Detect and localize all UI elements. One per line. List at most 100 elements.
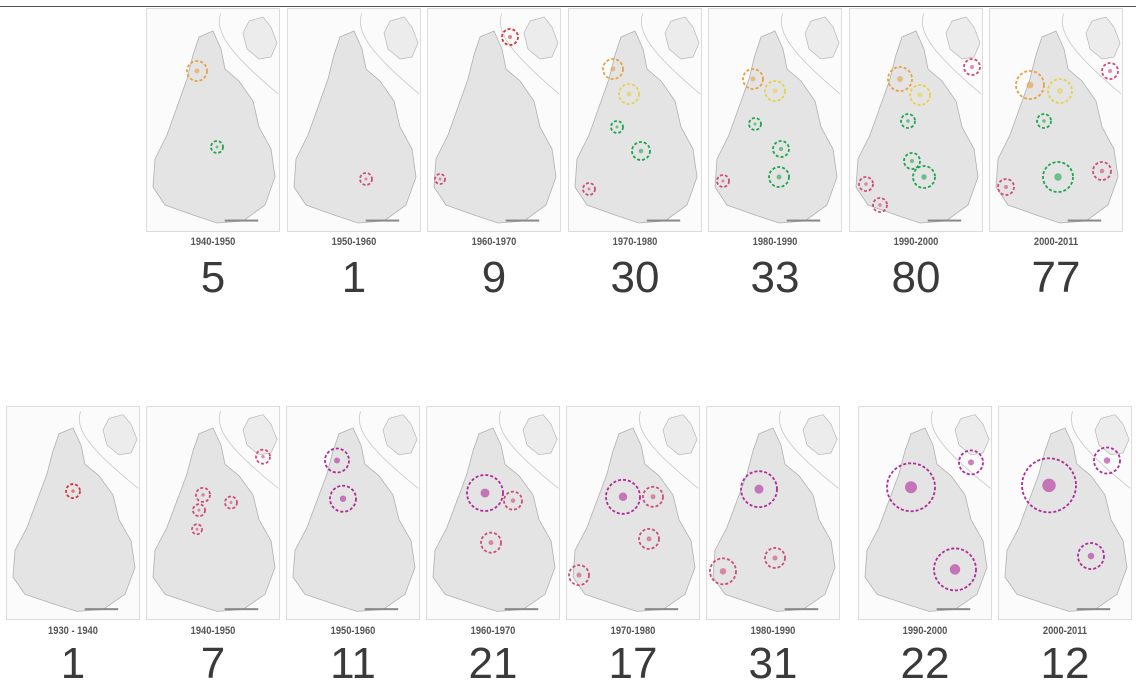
highlight-circle-pink [642,485,664,508]
territory-shape [12,427,136,612]
settlement-dot [1042,478,1056,493]
settlement-dot [587,187,591,191]
count-value: 5 [200,253,226,302]
settlement-dot [195,527,199,531]
river-line [640,13,701,95]
river-line [1070,411,1131,489]
territory-shape [432,427,556,612]
river-line [930,411,991,489]
count-value: 11 [330,639,376,688]
settlement-dot [772,88,778,94]
territory-shape [864,427,988,612]
highlight-circle-pink [224,495,238,510]
settlement-dot [754,484,764,494]
river-line [218,411,279,489]
period-label: 1940-1950 [190,236,236,248]
top-row-panel: 1960-1970 9 [427,8,561,304]
map-thumbnail [858,406,992,620]
settlement-dot [1026,81,1034,89]
top-row-panel: 2000-2011 77 [989,8,1123,304]
map-graphic [12,411,139,612]
inset-territory-shape [945,16,981,60]
highlight-circle-purple [605,478,641,515]
scale-bar [505,219,540,222]
territory-shape [433,30,557,224]
settlement-dot [194,68,200,74]
map-thumbnail [568,8,702,232]
settlement-dot [508,35,512,39]
scale-bar [224,219,259,222]
period-label: 1950-1960 [330,625,376,637]
highlight-circle-orange [742,68,764,90]
highlight-circle-yellow [764,80,786,102]
scale-bar [644,608,679,611]
count-value: 12 [1040,639,1090,688]
top-rule [0,6,1136,7]
map-thumbnail [566,406,700,620]
highlight-circle-green [903,152,921,170]
period-label: 1960-1970 [471,236,517,248]
scale-bar [927,219,962,222]
inset-territory-shape [382,414,418,456]
settlement-dot [878,203,882,207]
highlight-circle-pink [963,58,981,76]
highlight-circle-green [748,117,762,131]
scale-bar [504,608,539,611]
map-graphic [574,13,701,224]
settlement-dot [864,182,868,186]
highlight-circle-green [900,113,916,129]
river-line [358,411,419,489]
map-graphic [293,13,420,224]
highlight-circle-yellow [909,84,931,106]
settlement-dot [197,508,201,512]
highlight-circle-pink [192,503,206,518]
settlement-dot [615,125,619,129]
period-label: 2000-2011 [1033,236,1079,248]
inset-territory-shape [102,414,138,456]
scale-bar [786,219,821,222]
count-value: 31 [748,639,798,688]
scale-bar [224,608,259,611]
period-label: 2000-2011 [1042,625,1088,637]
scale-bar [1067,219,1102,222]
highlight-circle-purple [324,447,350,474]
inset-territory-shape [522,414,558,456]
highlight-circle-orange [1015,70,1045,100]
river-line [921,13,982,95]
settlement-dot [229,501,233,505]
territory-shape [855,30,979,224]
river-line [218,13,279,95]
settlement-dot [638,148,644,154]
top-row-panel: 1980-1990 33 [708,8,842,304]
river-line [638,411,699,489]
period-label: 1980-1990 [752,236,798,248]
inset-territory-shape [804,16,840,60]
highlight-circle-green [1036,113,1052,129]
territory-shape [995,30,1119,224]
map-graphic [1004,411,1131,612]
settlement-dot [1057,88,1063,94]
count-value: 22 [900,639,950,688]
highlight-circle-pink [1101,62,1119,80]
scale-bar [646,219,681,222]
settlement-dot [364,177,368,181]
inset-territory-shape [523,16,559,60]
highlight-circle-pink [434,173,446,185]
settlement-dot [1054,173,1062,181]
settlement-dot [1108,69,1112,73]
highlight-circle-pink [716,174,730,188]
count-value: 21 [468,639,518,688]
settlement-dot [905,481,917,494]
scale-bar [784,608,819,611]
settlement-dot [776,174,782,180]
settlement-dot [1099,168,1105,174]
highlight-circle-purple [886,462,936,513]
river-line [1061,13,1122,95]
top-row-panel: 1940-1950 5 [146,8,280,304]
settlement-dot [646,536,652,542]
settlement-dot [750,76,756,82]
territory-shape [712,427,836,612]
period-label: 1970-1980 [610,625,656,637]
highlight-circle-green [772,140,790,158]
map-thumbnail [998,406,1132,620]
